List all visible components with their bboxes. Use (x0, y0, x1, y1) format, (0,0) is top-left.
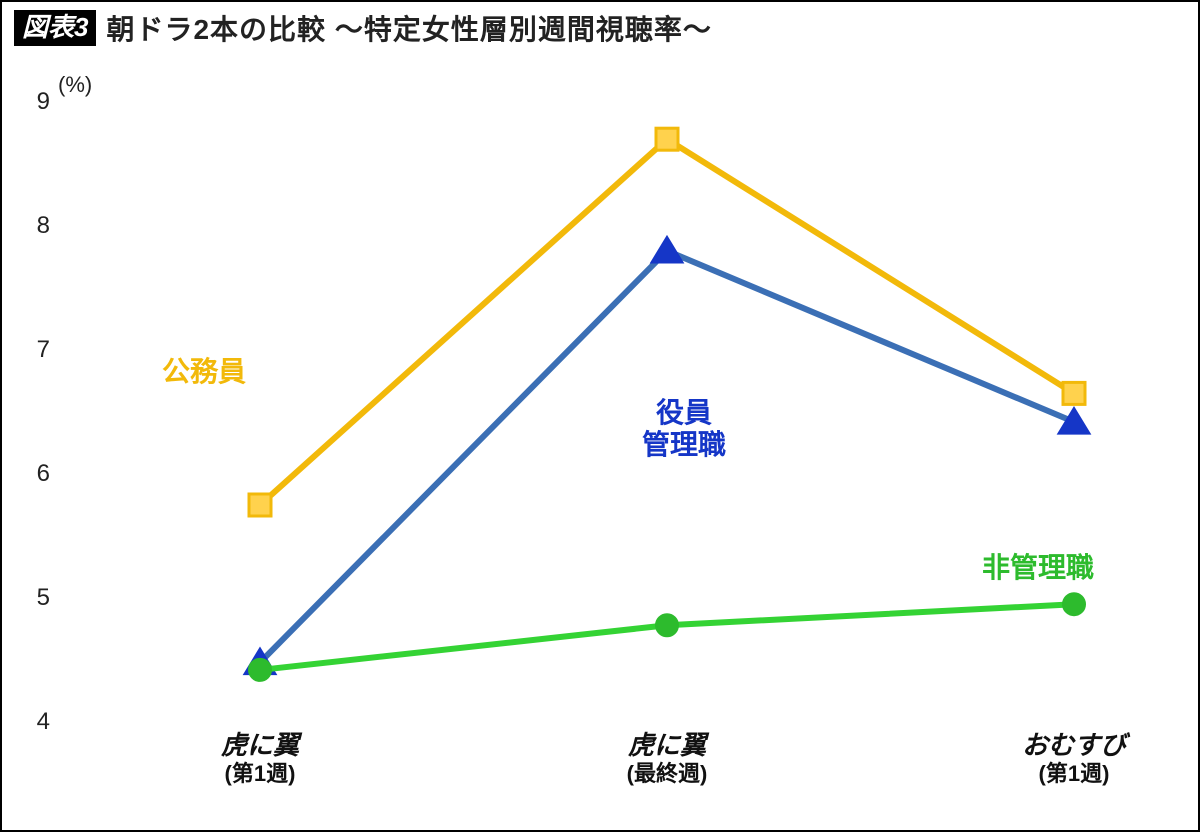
page-frame: 図表3 朝ドラ2本の比較 ～特定女性層別週間視聴率～ (%) 9 8 7 6 5… (0, 0, 1200, 832)
chart-plot (2, 2, 1200, 834)
